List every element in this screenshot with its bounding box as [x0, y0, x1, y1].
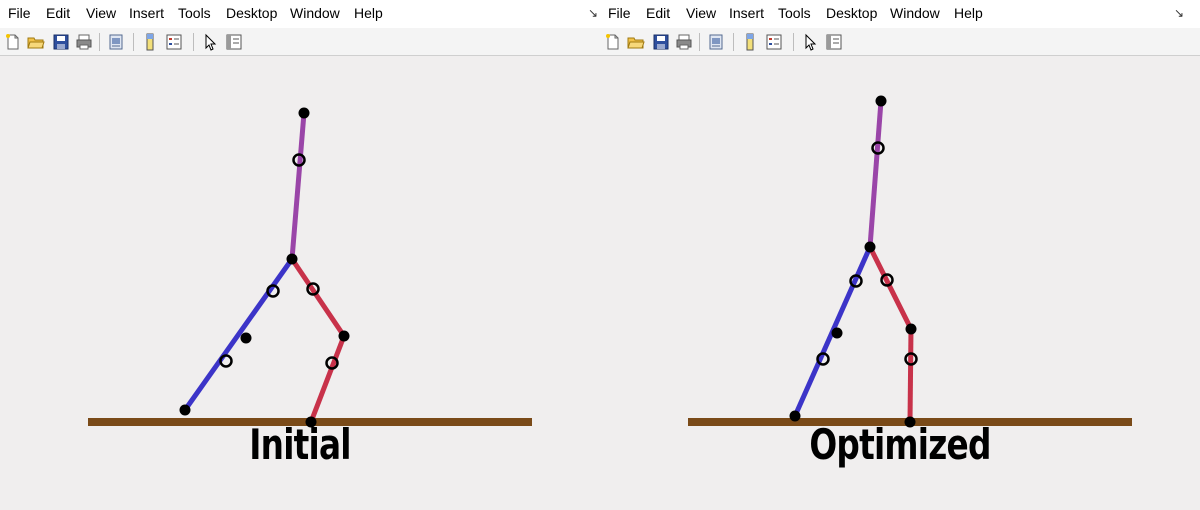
print-icon[interactable] [675, 33, 693, 51]
menu-edit[interactable]: Edit [46, 5, 71, 21]
menu-bar: ↘ File Edit View Insert Tools Desktop Wi… [588, 0, 1200, 27]
left-thigh-mass-marker [266, 284, 280, 298]
dock-arrow-icon[interactable]: ↘ [588, 6, 599, 20]
colorbar-icon[interactable] [141, 33, 159, 51]
left-shank-mass-marker [219, 354, 233, 368]
legend-icon[interactable] [765, 33, 783, 51]
open-folder-icon[interactable] [27, 33, 45, 51]
legend-icon[interactable] [165, 33, 183, 51]
toolbar-separator [793, 33, 794, 51]
figure-window-initial: File Edit View Insert Tools Desktop Wind… [0, 0, 600, 510]
left-knee-joint [831, 327, 843, 339]
torso-segment [289, 112, 307, 260]
right-knee-joint [905, 323, 917, 335]
left-thigh-mass-marker [849, 274, 863, 288]
menu-window[interactable]: Window [290, 5, 340, 21]
right-shank-mass-marker [904, 352, 918, 366]
menu-view[interactable]: View [86, 5, 117, 21]
menu-window[interactable]: Window [890, 5, 940, 21]
right-foot-joint [305, 416, 317, 428]
menu-desktop[interactable]: Desktop [226, 5, 278, 21]
torso-mass-marker [292, 153, 306, 167]
menu-file[interactable]: File [8, 5, 31, 21]
torso-segment [867, 100, 884, 248]
figure-label-initial: Initial [249, 420, 351, 469]
menu-bar: File Edit View Insert Tools Desktop Wind… [0, 0, 600, 27]
menu-insert[interactable]: Insert [729, 5, 765, 21]
right-thigh-segment [289, 257, 347, 338]
left-leg-segment [182, 257, 295, 412]
figure-canvas [600, 57, 1200, 510]
new-file-icon[interactable] [604, 33, 622, 51]
head-joint [875, 95, 887, 107]
right-shank-segment [907, 328, 914, 423]
figure-label-optimized: Optimized [809, 420, 991, 469]
torso-mass-marker [871, 141, 885, 155]
menu-help[interactable]: Help [354, 5, 383, 21]
pointer-icon[interactable] [801, 33, 819, 51]
menu-tools[interactable]: Tools [778, 5, 811, 21]
pointer-icon[interactable] [201, 33, 219, 51]
property-editor-icon[interactable] [225, 33, 243, 51]
print-preview-icon[interactable] [107, 33, 125, 51]
property-editor-icon[interactable] [825, 33, 843, 51]
dock-arrow-icon[interactable]: ↘ [1174, 6, 1185, 20]
figure-toolbar [0, 27, 600, 56]
toolbar-separator [699, 33, 700, 51]
menu-tools[interactable]: Tools [178, 5, 211, 21]
menu-view[interactable]: View [686, 5, 717, 21]
right-thigh-segment [867, 245, 914, 331]
open-folder-icon[interactable] [627, 33, 645, 51]
right-thigh-mass-marker [306, 282, 320, 296]
toolbar-separator [99, 33, 100, 51]
plot-axes [88, 107, 532, 428]
colorbar-icon[interactable] [741, 33, 759, 51]
hip-joint [286, 253, 298, 265]
left-foot-joint [789, 410, 801, 422]
menu-edit[interactable]: Edit [646, 5, 671, 21]
figure-window-optimized: ↘ File Edit View Insert Tools Desktop Wi… [588, 0, 1200, 510]
menu-desktop[interactable]: Desktop [826, 5, 878, 21]
left-shank-mass-marker [816, 352, 830, 366]
head-joint [298, 107, 310, 119]
menu-help[interactable]: Help [954, 5, 983, 21]
figure-canvas [0, 57, 600, 510]
print-icon[interactable] [75, 33, 93, 51]
toolbar-separator [733, 33, 734, 51]
plot-axes [688, 95, 1132, 428]
right-thigh-mass-marker [880, 273, 894, 287]
right-shank-segment [308, 335, 347, 423]
toolbar-separator [133, 33, 134, 51]
right-knee-joint [338, 330, 350, 342]
new-file-icon[interactable] [4, 33, 22, 51]
save-icon[interactable] [652, 33, 670, 51]
hip-joint [864, 241, 876, 253]
toolbar-separator [193, 33, 194, 51]
menu-insert[interactable]: Insert [129, 5, 165, 21]
right-shank-mass-marker [325, 356, 339, 370]
right-foot-joint [904, 416, 916, 428]
save-icon[interactable] [52, 33, 70, 51]
figure-toolbar [600, 27, 1200, 56]
left-foot-joint [179, 404, 191, 416]
menu-file[interactable]: File [608, 5, 631, 21]
left-knee-joint [240, 332, 252, 344]
print-preview-icon[interactable] [707, 33, 725, 51]
